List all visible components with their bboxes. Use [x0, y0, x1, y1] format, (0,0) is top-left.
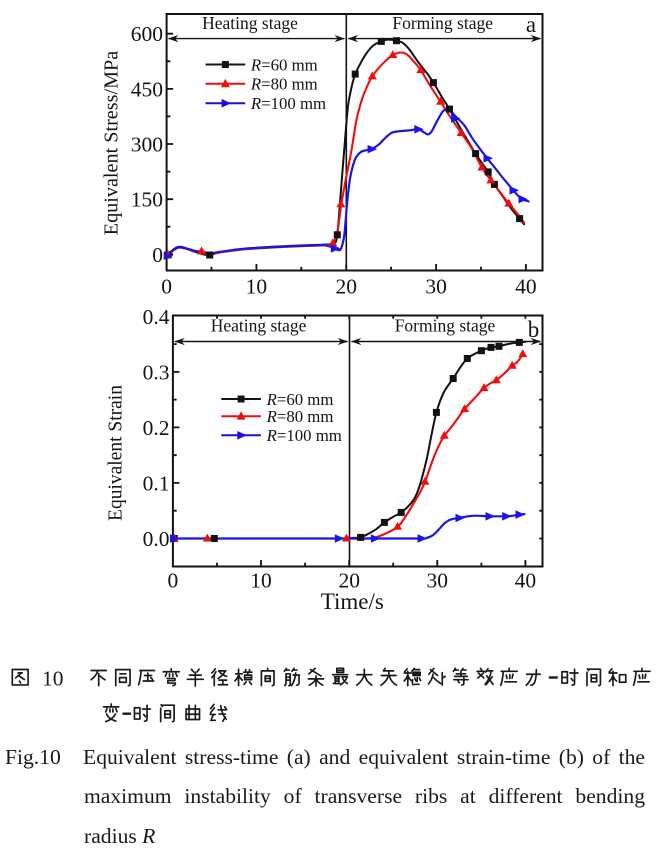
svg-text:R=100 mm: R=100 mm: [250, 94, 326, 113]
svg-text:0.2: 0.2: [143, 416, 170, 440]
svg-text:0: 0: [168, 568, 179, 592]
svg-text:0: 0: [152, 243, 163, 267]
svg-text:R=60 mm: R=60 mm: [266, 390, 334, 409]
svg-text:30: 30: [427, 568, 449, 592]
svg-text:0.1: 0.1: [143, 471, 170, 495]
svg-text:a: a: [526, 12, 536, 37]
svg-text:Equivalent Stress/MPa: Equivalent Stress/MPa: [101, 51, 123, 236]
svg-text:150: 150: [131, 188, 163, 212]
svg-text:40: 40: [515, 568, 537, 592]
svg-text:R=100 mm: R=100 mm: [266, 426, 342, 445]
svg-text:Equivalent Strain: Equivalent Strain: [106, 385, 127, 521]
svg-text:40: 40: [515, 275, 537, 299]
svg-text:R=80 mm: R=80 mm: [266, 407, 334, 426]
svg-text:Heating stage: Heating stage: [211, 316, 307, 336]
svg-text:0.3: 0.3: [143, 360, 170, 384]
svg-text:30: 30: [425, 275, 447, 299]
svg-text:0.4: 0.4: [143, 305, 170, 329]
svg-text:R=60 mm: R=60 mm: [250, 55, 318, 74]
svg-text:Time/s: Time/s: [321, 589, 384, 614]
svg-text:Forming stage: Forming stage: [392, 13, 493, 33]
svg-text:Heating stage: Heating stage: [202, 13, 298, 33]
svg-text:b: b: [528, 317, 540, 342]
svg-text:300: 300: [131, 133, 163, 157]
svg-text:20: 20: [335, 275, 357, 299]
svg-text:450: 450: [131, 77, 163, 101]
svg-text:10: 10: [246, 275, 268, 299]
svg-text:Forming stage: Forming stage: [395, 316, 496, 336]
svg-text:20: 20: [338, 568, 360, 592]
svg-text:10: 10: [42, 666, 64, 690]
svg-text:0: 0: [161, 275, 172, 299]
svg-text:R=80 mm: R=80 mm: [250, 75, 318, 94]
svg-text:600: 600: [131, 22, 163, 46]
svg-text:0.0: 0.0: [143, 527, 170, 551]
svg-text:10: 10: [250, 568, 272, 592]
